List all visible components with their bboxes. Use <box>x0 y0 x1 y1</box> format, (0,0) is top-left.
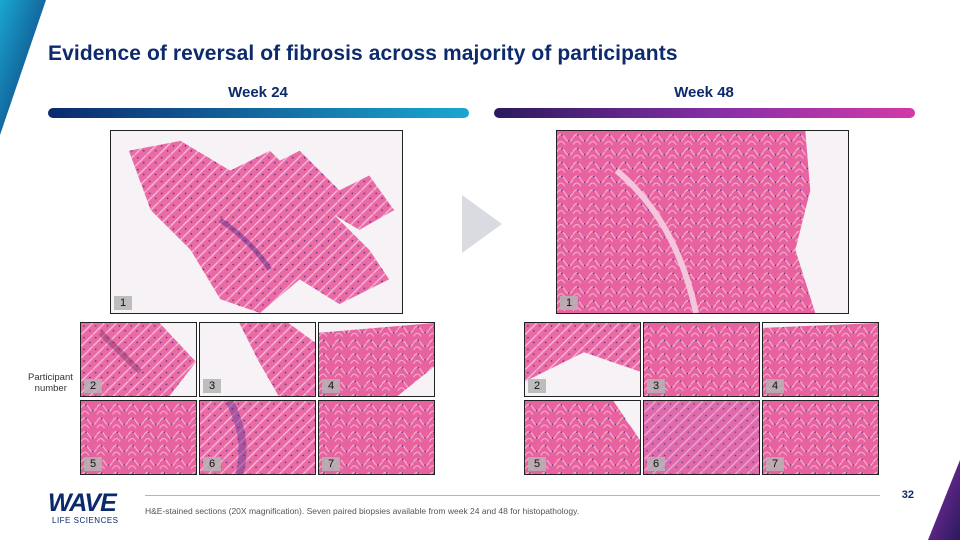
footnote: H&E-stained sections (20X magnification)… <box>145 506 580 516</box>
biopsy-week48-participant-2: 2 <box>524 322 641 397</box>
participant-number-badge: 6 <box>203 457 221 471</box>
biopsy-week48-participant-5: 5 <box>524 400 641 475</box>
participant-number-badge: 1 <box>560 296 578 310</box>
participant-number-badge: 2 <box>528 379 546 393</box>
week-24-heading: Week 24 <box>228 84 288 101</box>
corner-accent-bottom-right <box>928 460 960 540</box>
biopsy-week24-participant-6: 6 <box>199 400 316 475</box>
participant-number-badge: 2 <box>84 379 102 393</box>
participant-number-badge: 3 <box>647 379 665 393</box>
footer-divider <box>145 495 880 496</box>
biopsy-week48-participant-7: 7 <box>762 400 879 475</box>
page-number: 32 <box>901 489 914 501</box>
biopsy-week48-participant-3: 3 <box>643 322 760 397</box>
participant-number-badge: 7 <box>322 457 340 471</box>
corner-accent-top-left <box>0 0 46 135</box>
participant-number-label: Participant number <box>28 372 73 394</box>
participant-number-badge: 5 <box>528 457 546 471</box>
biopsy-week24-participant-5: 5 <box>80 400 197 475</box>
participant-number-badge: 6 <box>647 457 665 471</box>
biopsy-week48-participant-6: 6 <box>643 400 760 475</box>
biopsy-week24-participant-7: 7 <box>318 400 435 475</box>
participant-number-badge: 3 <box>203 379 221 393</box>
participant-number-badge: 4 <box>322 379 340 393</box>
biopsy-week48-participant-1: 1 <box>556 130 849 314</box>
progression-arrow-icon <box>462 195 502 253</box>
biopsy-week48-participant-4: 4 <box>762 322 879 397</box>
biopsy-week24-participant-2: 2 <box>80 322 197 397</box>
participant-number-badge: 7 <box>766 457 784 471</box>
participant-number-badge: 4 <box>766 379 784 393</box>
slide-title: Evidence of reversal of fibrosis across … <box>48 42 678 65</box>
logo-subtitle: LIFE SCIENCES <box>52 516 119 525</box>
week-48-bar <box>494 108 915 118</box>
participant-number-badge: 1 <box>114 296 132 310</box>
week-48-heading: Week 48 <box>674 84 734 101</box>
participant-number-badge: 5 <box>84 457 102 471</box>
logo-wordmark: WAVE <box>48 489 117 517</box>
biopsy-week24-participant-1: 1 <box>110 130 403 314</box>
week-24-bar <box>48 108 469 118</box>
biopsy-week24-participant-3: 3 <box>199 322 316 397</box>
wave-logo: WAVE LIFE SCIENCES <box>48 490 132 525</box>
biopsy-week24-participant-4: 4 <box>318 322 435 397</box>
